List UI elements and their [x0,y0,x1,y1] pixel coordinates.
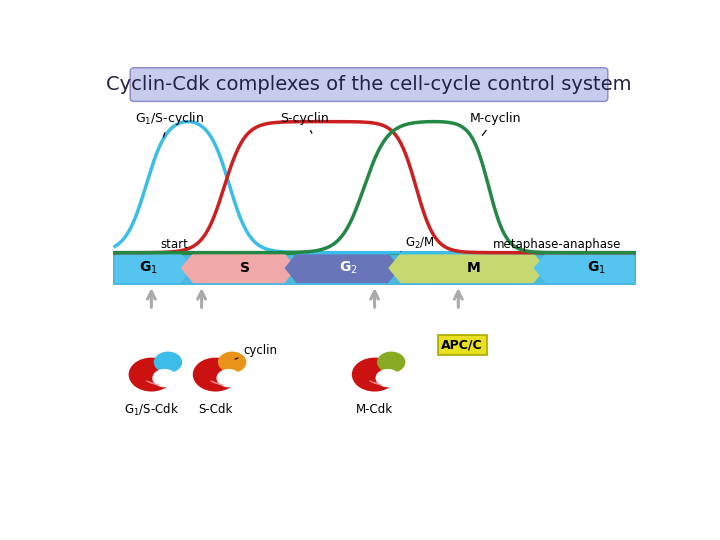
FancyBboxPatch shape [130,68,608,102]
Circle shape [377,352,405,373]
Polygon shape [181,253,297,283]
Text: M-Cdk: M-Cdk [356,403,393,416]
Text: S: S [240,261,250,275]
Circle shape [218,352,246,373]
Polygon shape [115,253,193,283]
FancyBboxPatch shape [114,252,636,285]
Text: G$_2$/M: G$_2$/M [405,236,435,251]
Circle shape [193,357,238,392]
Text: S-cyclin: S-cyclin [280,112,328,133]
Text: G$_2$: G$_2$ [339,260,358,276]
Text: S-Cdk: S-Cdk [199,403,233,416]
Text: G$_1$/S-cyclin: G$_1$/S-cyclin [135,110,204,137]
Circle shape [153,369,177,387]
Circle shape [129,357,174,392]
Text: M: M [467,261,480,275]
Polygon shape [388,253,546,283]
Circle shape [376,369,400,387]
Polygon shape [284,253,400,283]
FancyBboxPatch shape [438,335,487,355]
Circle shape [154,352,182,373]
Text: cyclin: cyclin [235,344,277,359]
Circle shape [217,369,241,387]
Text: G$_1$: G$_1$ [138,260,157,276]
Text: G$_1$: G$_1$ [587,260,606,276]
Text: metaphase-anaphase: metaphase-anaphase [493,238,621,251]
Text: G$_1$/S-Cdk: G$_1$/S-Cdk [124,402,179,418]
Circle shape [352,357,397,392]
Polygon shape [534,253,634,283]
Text: start: start [161,238,189,251]
Text: Cyclin-Cdk complexes of the cell-cycle control system: Cyclin-Cdk complexes of the cell-cycle c… [107,75,631,94]
Text: APC/C: APC/C [441,339,483,352]
Text: M-cyclin: M-cyclin [469,112,521,136]
